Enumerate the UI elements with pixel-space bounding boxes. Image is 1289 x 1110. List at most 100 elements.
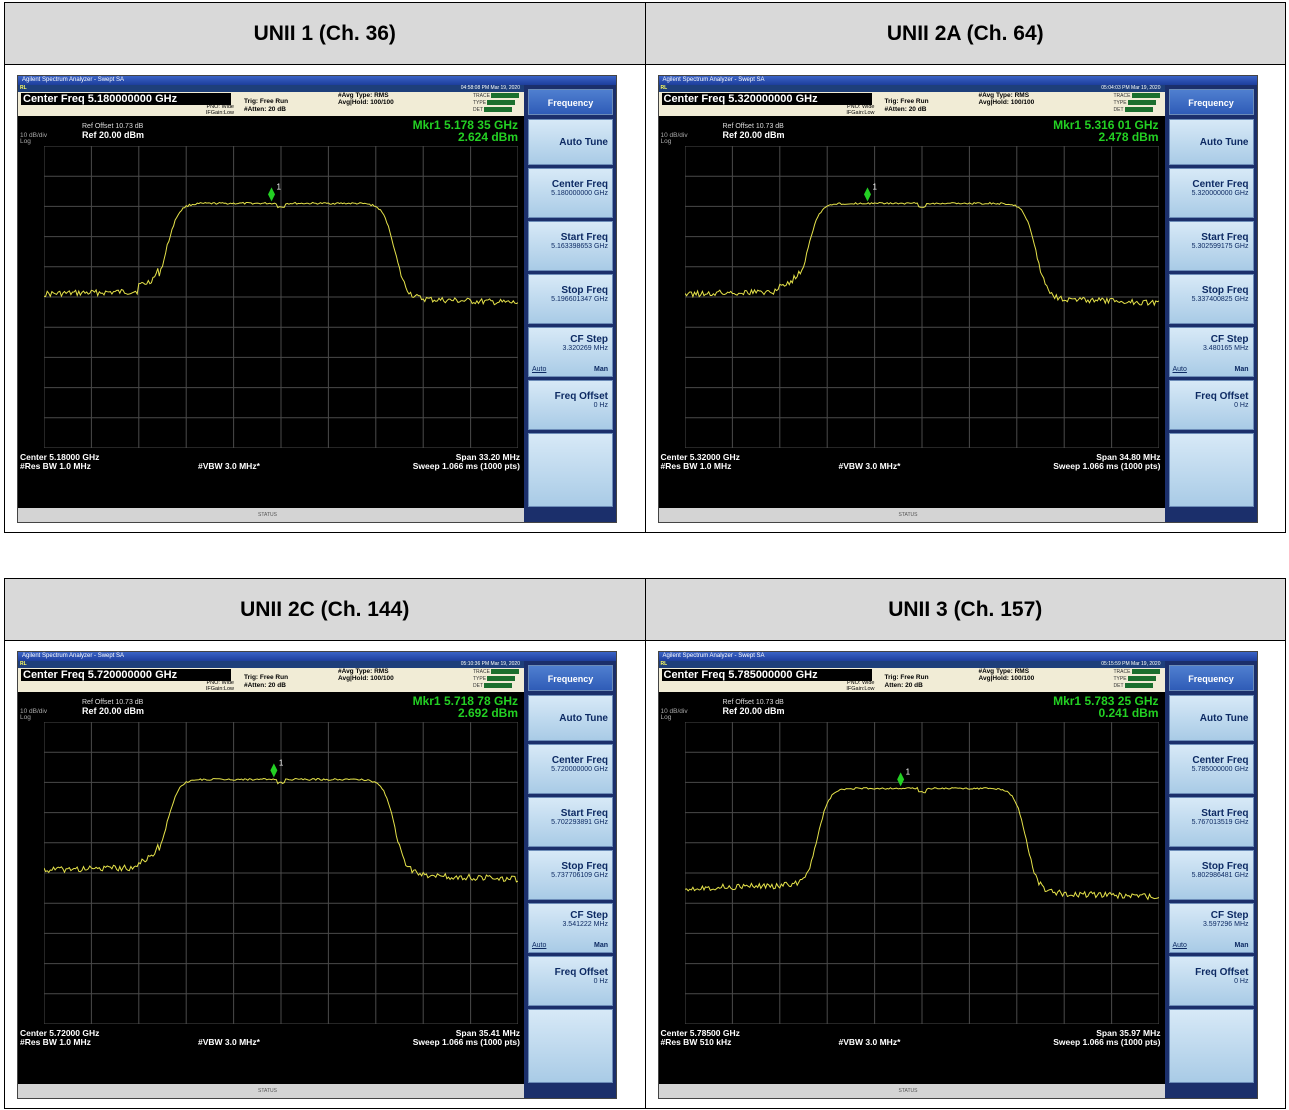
res-bw-label: #Res BW 1.0 MHz <box>20 1037 91 1047</box>
status-bar: STATUS <box>658 508 1165 522</box>
marker-diamond-icon <box>270 763 278 778</box>
trigger-atten: Trig: Free Run Atten: 20 dB <box>884 674 929 689</box>
softkey-stop-freq[interactable]: Stop Freq 5.802986481 GHz <box>1168 850 1254 900</box>
softkey-cf-step[interactable]: CF Step 3.480165 MHz Auto Man <box>1168 327 1254 377</box>
softkey-center-freq[interactable]: Center Freq 5.720000000 GHz <box>528 744 613 794</box>
datetime: 05:15:59 PM Mar 19, 2020 <box>1101 661 1161 667</box>
cell-unii1: Agilent Spectrum Analyzer - Swept SA RL … <box>5 65 646 532</box>
softkey-auto-tune[interactable]: Auto Tune <box>528 695 613 741</box>
datetime: 04:58:08 PM Mar 19, 2020 <box>460 85 520 91</box>
scale-label: 10 dB/div Log <box>660 708 688 721</box>
pno-ifgain: PNO: Wide IFGain:Low <box>205 680 234 692</box>
sweep-label: Sweep 1.066 ms (1000 pts) <box>1053 1037 1161 1047</box>
trigger-atten: Trig: Free Run #Atten: 20 dB <box>244 674 289 689</box>
center-label: Center 5.78500 GHz <box>660 1028 740 1038</box>
span-label: Span 35.41 MHz <box>455 1028 520 1038</box>
softkey-freq-offset[interactable]: Freq Offset 0 Hz <box>1168 380 1254 430</box>
scale-label: 10 dB/div Log <box>20 708 48 721</box>
marker-number: 1 <box>277 182 282 191</box>
softkey-freq-offset[interactable]: Freq Offset 0 Hz <box>1168 956 1254 1006</box>
softkey-cf-step[interactable]: CF Step 3.320269 MHz Auto Man <box>528 327 613 377</box>
spectrum-trace <box>44 201 518 306</box>
softkey-more[interactable] <box>528 1009 613 1083</box>
ref-offset: Ref Offset 10.73 dB <box>82 123 144 130</box>
softkey-more[interactable] <box>528 433 613 507</box>
res-bw-label: #Res BW 1.0 MHz <box>20 461 91 471</box>
softkey-stop-freq[interactable]: Stop Freq 5.337400825 GHz <box>1168 274 1254 324</box>
center-freq-readout: Center Freq 5.320000000 GHz <box>661 93 872 105</box>
header-unii2a: UNII 2A (Ch. 64) <box>886 21 1044 45</box>
marker-frequency: Mkr1 5.718 78 GHz <box>412 694 518 708</box>
avg-settings: #Avg Type: RMS Avg|Hold: 100/100 <box>338 668 394 682</box>
softkey-start-freq[interactable]: Start Freq 5.702293891 GHz <box>528 797 613 847</box>
window-title: Agilent Spectrum Analyzer - Swept SA <box>658 652 1257 661</box>
center-label: Center 5.72000 GHz <box>20 1028 100 1038</box>
trigger-atten: Trig: Free Run #Atten: 20 dB <box>244 98 289 113</box>
avg-settings: #Avg Type: RMS Avg|Hold: 100/100 <box>338 92 394 106</box>
vbw-label: #VBW 3.0 MHz* <box>198 1037 260 1047</box>
softkey-stop-freq[interactable]: Stop Freq 5.737706109 GHz <box>528 850 613 900</box>
softkey-center-freq[interactable]: Center Freq 5.180000000 GHz <box>528 168 613 218</box>
status-row: RL 05:04:03 PM Mar 19, 2020 <box>658 85 1165 92</box>
softkey-cf-step[interactable]: CF Step 3.541222 MHz Auto Man <box>528 903 613 953</box>
res-bw-label: #Res BW 1.0 MHz <box>660 461 732 471</box>
vbw-label: #VBW 3.0 MHz* <box>198 461 260 471</box>
softkey-cf-step[interactable]: CF Step 3.597296 MHz Auto Man <box>1168 903 1254 953</box>
softkey-frequency[interactable]: Frequency <box>1168 89 1254 115</box>
softkey-panel: Frequency Auto Tune Center Freq 5.1800000… <box>524 85 616 522</box>
softkey-more[interactable] <box>1168 433 1254 507</box>
marker-number: 1 <box>905 767 910 776</box>
center-freq-readout: Center Freq 5.720000000 GHz <box>21 669 231 681</box>
status-row: RL 04:58:08 PM Mar 19, 2020 <box>18 85 524 92</box>
trace-indicator: TRACE TYPE DET <box>473 93 521 114</box>
softkey-auto-tune[interactable]: Auto Tune <box>1168 119 1254 165</box>
spectrum-analyzer-screenshot: Agilent Spectrum Analyzer - Swept SA RL … <box>17 651 617 1099</box>
status-bar: STATUS <box>18 1084 524 1098</box>
softkey-frequency[interactable]: Frequency <box>528 89 613 115</box>
marker-diamond-icon <box>896 772 904 787</box>
plot-area: Ref Offset 10.73 dB Ref 20.00 dBm 10 dB/… <box>658 116 1165 508</box>
trace-indicator: TRACE TYPE DET <box>473 669 521 690</box>
softkey-center-freq[interactable]: Center Freq 5.785000000 GHz <box>1168 744 1254 794</box>
softkey-freq-offset[interactable]: Freq Offset 0 Hz <box>528 380 613 430</box>
softkey-more[interactable] <box>1168 1009 1254 1083</box>
spectrum-graticule: 1 <box>684 722 1159 1024</box>
spectrum-analyzer-screenshot: Agilent Spectrum Analyzer - Swept SA RL … <box>17 75 617 523</box>
results-table-1: UNII 1 (Ch. 36) UNII 2A (Ch. 64) Agilent… <box>4 2 1286 533</box>
center-label: Center 5.18000 GHz <box>20 452 100 462</box>
spectrum-graticule: 1 <box>44 146 518 448</box>
marker-number: 1 <box>279 758 284 767</box>
ref-offset: Ref Offset 10.73 dB <box>82 699 144 706</box>
window-title: Agilent Spectrum Analyzer - Swept SA <box>18 76 616 85</box>
header-unii2c: UNII 2C (Ch. 144) <box>5 579 646 640</box>
softkey-frequency[interactable]: Frequency <box>528 665 613 691</box>
pno-ifgain: PNO: Wide IFGain:Low <box>205 104 234 116</box>
pno-ifgain: PNO: Wide IFGain:Low <box>846 680 875 692</box>
scale-label: 10 dB/div Log <box>20 132 48 145</box>
softkey-start-freq[interactable]: Start Freq 5.767013519 GHz <box>1168 797 1254 847</box>
status-bar: STATUS <box>658 1084 1165 1098</box>
settings-header: Center Freq 5.785000000 GHz PNO: Wide IFG… <box>658 668 1165 692</box>
softkey-stop-freq[interactable]: Stop Freq 5.196601347 GHz <box>528 274 613 324</box>
spectrum-graticule: 1 <box>44 722 518 1024</box>
avg-settings: #Avg Type: RMS Avg|Hold: 100/100 <box>978 92 1035 106</box>
ref-offset: Ref Offset 10.73 dB <box>722 123 784 130</box>
spectrum-analyzer-screenshot: Agilent Spectrum Analyzer - Swept SA RL … <box>657 651 1258 1099</box>
ref-level: Ref 20.00 dBm <box>722 706 785 716</box>
softkey-start-freq[interactable]: Start Freq 5.302599175 GHz <box>1168 221 1254 271</box>
header-unii1: UNII 1 (Ch. 36) <box>5 3 646 64</box>
softkey-frequency[interactable]: Frequency <box>1168 665 1254 691</box>
softkey-freq-offset[interactable]: Freq Offset 0 Hz <box>528 956 613 1006</box>
softkey-auto-tune[interactable]: Auto Tune <box>1168 695 1254 741</box>
res-bw-label: #Res BW 510 kHz <box>660 1037 732 1047</box>
ref-level: Ref 20.00 dBm <box>82 706 145 716</box>
trace-indicator: TRACE TYPE DET <box>1114 669 1162 690</box>
marker-frequency: Mkr1 5.783 25 GHz <box>1053 694 1159 708</box>
marker-diamond-icon <box>268 187 276 202</box>
softkey-auto-tune[interactable]: Auto Tune <box>528 119 613 165</box>
softkey-start-freq[interactable]: Start Freq 5.163398653 GHz <box>528 221 613 271</box>
spectrum-trace <box>684 201 1159 307</box>
window-title: Agilent Spectrum Analyzer - Swept SA <box>658 76 1257 85</box>
softkey-center-freq[interactable]: Center Freq 5.320000000 GHz <box>1168 168 1254 218</box>
marker-level: 2.624 dBm <box>457 130 518 144</box>
